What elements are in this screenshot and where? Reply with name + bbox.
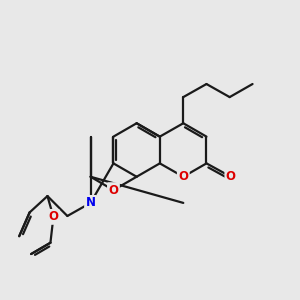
- Text: O: O: [48, 210, 59, 224]
- Text: O: O: [178, 170, 188, 183]
- Text: O: O: [226, 170, 236, 183]
- Text: O: O: [108, 184, 118, 196]
- Text: N: N: [85, 196, 96, 209]
